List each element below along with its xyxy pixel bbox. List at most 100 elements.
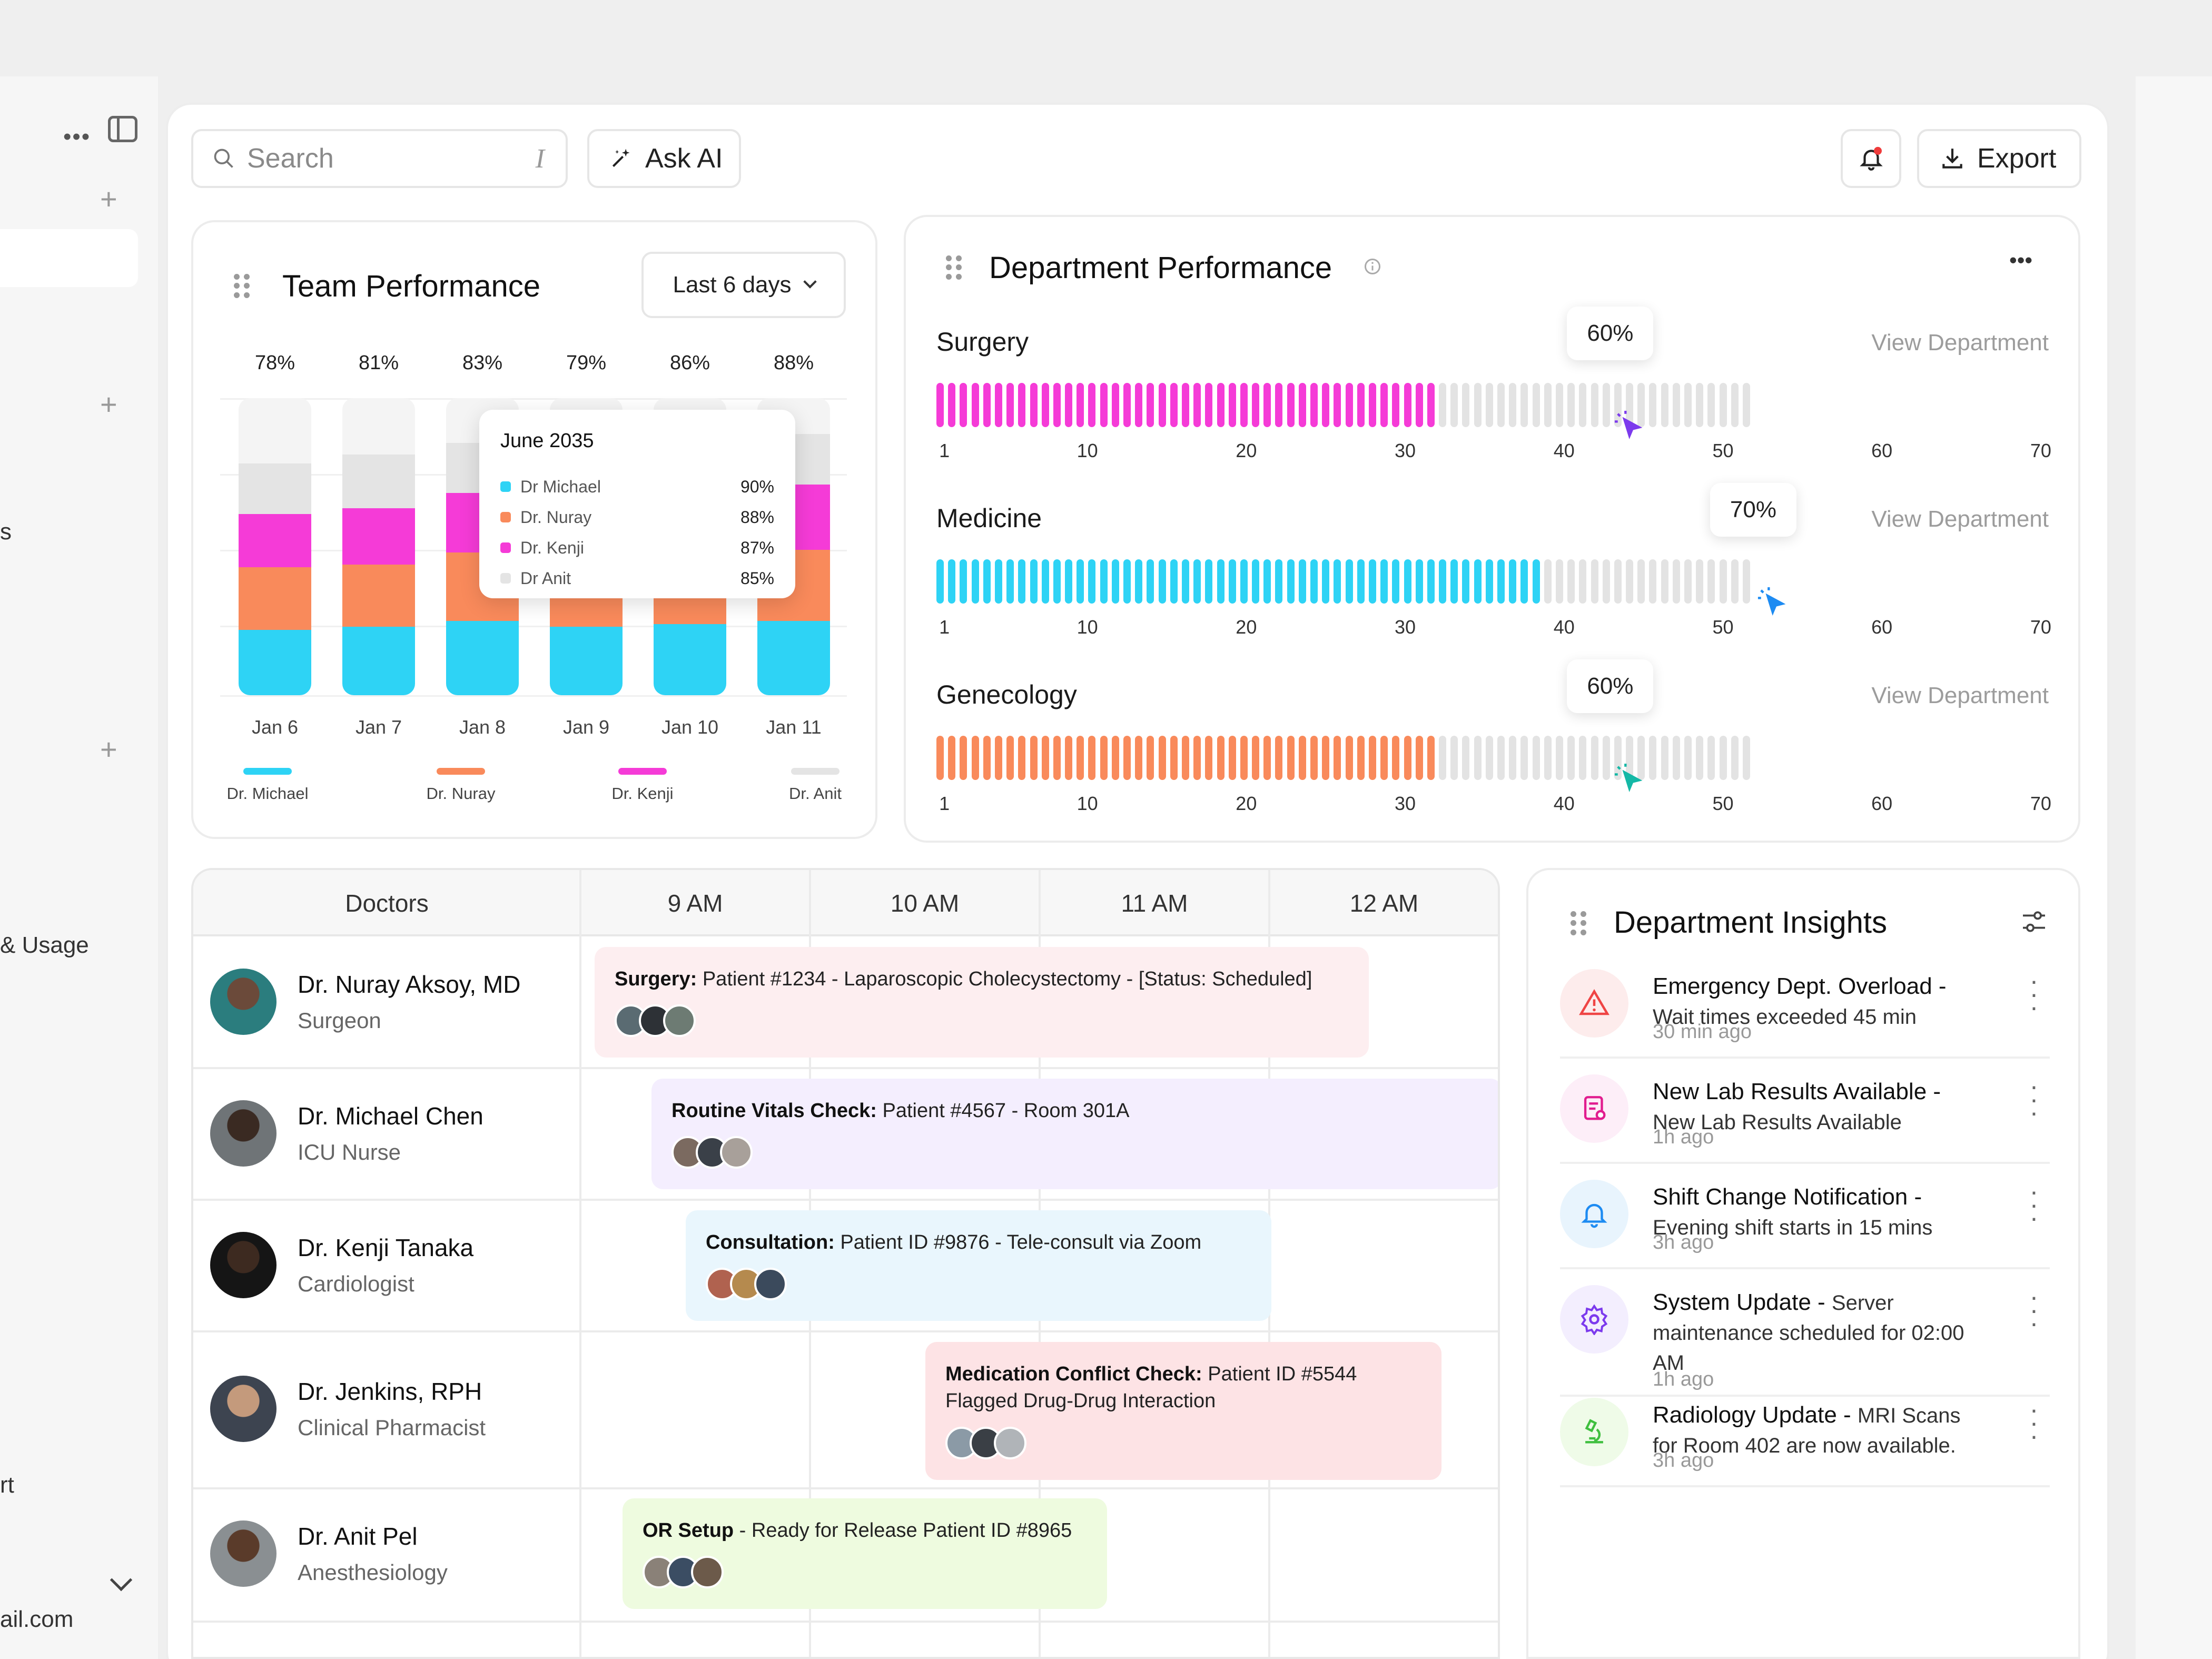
tick: [1532, 736, 1540, 780]
insight-item[interactable]: System Update - Server maintenance sched…: [1560, 1282, 2050, 1397]
more-vertical-icon[interactable]: · · ·: [2029, 1071, 2039, 1127]
progress-ticks[interactable]: [936, 559, 1750, 604]
event-card[interactable]: OR Setup - Ready for Release Patient ID …: [623, 1498, 1107, 1609]
tick: [1555, 383, 1563, 427]
tick: [1439, 736, 1447, 780]
stacked-bar[interactable]: [342, 398, 415, 695]
more-options-icon[interactable]: •••: [2009, 248, 2033, 272]
date-range-dropdown[interactable]: Last 6 days: [641, 252, 846, 318]
more-vertical-icon[interactable]: · · ·: [2029, 1282, 2039, 1338]
insight-text: Shift Change Notification - Evening shift…: [1653, 1182, 1990, 1242]
bar-segment: [239, 567, 311, 630]
chevron-down-icon[interactable]: [110, 1568, 133, 1592]
doctor-row[interactable]: Dr. Kenji Tanaka Cardiologist: [210, 1232, 473, 1298]
event-card[interactable]: Medication Conflict Check: Patient ID #5…: [925, 1342, 1441, 1480]
doctor-role: Cardiologist: [298, 1271, 414, 1296]
progress-ticks[interactable]: [936, 736, 1750, 780]
sidebar-item-label[interactable]: rt: [0, 1472, 14, 1498]
insights-title: Department Insights: [1614, 905, 1888, 940]
event-detail: Patient #4567 - Room 301A: [876, 1100, 1130, 1122]
tick: [1310, 736, 1318, 780]
tick: [1555, 736, 1563, 780]
ask-ai-button[interactable]: Ask AI: [587, 129, 741, 188]
sidebar-item-label[interactable]: s: [0, 519, 12, 545]
tick: [1170, 383, 1178, 427]
export-button[interactable]: Export: [1917, 129, 2081, 188]
notification-button[interactable]: [1841, 129, 1901, 188]
tick: [983, 736, 991, 780]
tick: [1637, 383, 1645, 427]
bar-total-label: 83%: [462, 352, 503, 374]
drag-handle-icon[interactable]: [234, 274, 250, 298]
more-vertical-icon[interactable]: · · ·: [2029, 1395, 2039, 1450]
add-icon[interactable]: +: [100, 388, 117, 421]
search-input[interactable]: Search I: [191, 129, 568, 188]
more-vertical-icon[interactable]: · · ·: [2029, 966, 2039, 1022]
column-header: 12 AM: [1349, 890, 1419, 917]
drag-handle-icon[interactable]: [1571, 911, 1586, 935]
tick: [1742, 559, 1750, 604]
scale-label: 50: [1712, 616, 1734, 638]
tick: [1567, 383, 1575, 427]
tick: [1006, 736, 1014, 780]
doctor-row[interactable]: Dr. Nuray Aksoy, MD Surgeon: [210, 969, 520, 1035]
info-icon[interactable]: [1363, 257, 1382, 276]
tick: [1240, 383, 1248, 427]
insight-item[interactable]: Emergency Dept. Overload - Wait times exc…: [1560, 966, 2050, 1059]
view-department-link[interactable]: View Department: [1871, 683, 2049, 708]
legend-swatch: [437, 768, 485, 775]
tick: [936, 383, 944, 427]
tick: [1018, 559, 1026, 604]
add-icon[interactable]: +: [100, 733, 117, 766]
tick: [1298, 736, 1306, 780]
stacked-bar[interactable]: [239, 398, 311, 695]
tick: [1579, 559, 1587, 604]
scale-label: 60: [1871, 616, 1893, 638]
insight-item[interactable]: Shift Change Notification - Evening shift…: [1560, 1177, 2050, 1269]
event-card[interactable]: Consultation: Patient ID #9876 - Tele-co…: [686, 1210, 1271, 1321]
tick: [1742, 736, 1750, 780]
tooltip-row: Dr. Nuray 88%: [500, 502, 774, 532]
tick: [1637, 736, 1645, 780]
tick: [1368, 383, 1376, 427]
event-type: OR Setup: [643, 1519, 734, 1542]
tick: [1006, 383, 1014, 427]
sidebar-toggle-icon[interactable]: [108, 116, 137, 142]
tick: [1649, 383, 1657, 427]
tick: [1368, 559, 1376, 604]
tick: [1380, 559, 1388, 604]
sidebar-item-label[interactable]: & Usage: [0, 932, 89, 958]
bar-remaining: [239, 398, 311, 463]
doctor-row[interactable]: Dr. Michael Chen ICU Nurse: [210, 1100, 483, 1167]
tick: [1485, 559, 1493, 604]
tick: [1275, 559, 1283, 604]
tick: [1602, 736, 1610, 780]
filter-settings-icon[interactable]: [2019, 907, 2049, 936]
grid-line: [220, 695, 847, 697]
view-department-link[interactable]: View Department: [1871, 506, 2049, 532]
tick: [1100, 383, 1108, 427]
insight-item[interactable]: New Lab Results Available - New Lab Resul…: [1560, 1071, 2050, 1164]
department-name: Genecology: [936, 680, 1077, 709]
avatar: [210, 1520, 276, 1587]
tooltip-value: 90%: [740, 477, 774, 496]
drag-handle-icon[interactable]: [946, 255, 962, 280]
doctor-row[interactable]: Dr. Jenkins, RPH Clinical Pharmacist: [210, 1376, 486, 1442]
view-department-link[interactable]: View Department: [1871, 330, 2049, 355]
cursor-icon: [1757, 587, 1786, 616]
tick: [1065, 559, 1073, 604]
insight-item[interactable]: Radiology Update - MRI Scans for Room 40…: [1560, 1395, 2050, 1487]
sidebar-active-item[interactable]: [0, 229, 138, 287]
event-card[interactable]: Surgery: Patient #1234 - Laparoscopic Ch…: [595, 947, 1369, 1058]
tick: [1158, 736, 1166, 780]
more-vertical-icon[interactable]: · · ·: [2029, 1177, 2039, 1232]
insight-title: New Lab Results Available -: [1653, 1079, 1941, 1104]
add-icon[interactable]: +: [100, 182, 117, 215]
doctor-row[interactable]: Dr. Anit Pel Anesthesiology: [210, 1520, 448, 1587]
more-icon[interactable]: •••: [63, 124, 91, 150]
event-card[interactable]: Routine Vitals Check: Patient #4567 - Ro…: [651, 1079, 1498, 1189]
tick: [1684, 559, 1692, 604]
doctor-role: Surgeon: [298, 1008, 381, 1033]
progress-badge: 70%: [1710, 483, 1796, 537]
progress-ticks[interactable]: [936, 383, 1750, 427]
